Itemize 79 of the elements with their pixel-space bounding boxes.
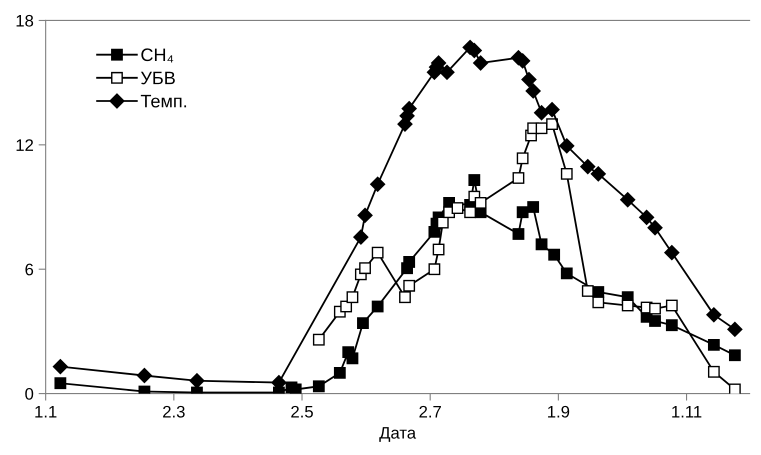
point <box>526 83 541 99</box>
point <box>548 248 560 261</box>
point <box>666 319 678 332</box>
point <box>727 322 742 337</box>
point <box>399 291 411 304</box>
point <box>464 206 476 218</box>
y-tick-label: 0 <box>25 388 34 400</box>
point <box>474 196 487 209</box>
point <box>473 55 488 71</box>
point <box>359 262 371 274</box>
point <box>728 349 741 362</box>
point <box>512 172 524 184</box>
x-tick-label: 1.11 <box>672 406 702 418</box>
point <box>592 296 604 308</box>
point <box>340 300 352 312</box>
point <box>560 168 573 180</box>
x-tick-label: 1.1 <box>35 406 56 418</box>
point <box>560 267 573 280</box>
point <box>512 228 524 240</box>
point <box>706 307 722 322</box>
x-tick-label: 2.7 <box>419 406 441 418</box>
point <box>353 230 368 245</box>
point <box>639 210 654 225</box>
legend-label: CH₄ <box>141 48 174 63</box>
x-tick-label: 2.5 <box>291 406 313 418</box>
point <box>666 300 678 312</box>
point <box>728 384 741 394</box>
point <box>346 352 358 364</box>
point <box>357 208 373 223</box>
point <box>559 138 574 154</box>
point <box>582 285 594 297</box>
point <box>516 206 529 218</box>
y-tick-label: 18 <box>16 14 34 27</box>
point <box>649 315 661 327</box>
point <box>468 174 480 186</box>
x-axis-title: Дата <box>379 427 416 442</box>
point <box>372 300 384 312</box>
point <box>620 192 636 208</box>
point <box>546 118 558 130</box>
y-tick-label: 12 <box>16 139 34 151</box>
point <box>527 201 540 213</box>
point <box>312 334 325 346</box>
point <box>580 159 596 174</box>
point <box>649 302 661 314</box>
point <box>521 72 537 88</box>
point <box>136 368 152 384</box>
point <box>312 380 325 392</box>
point <box>536 122 548 134</box>
y-tick-label: 6 <box>25 264 34 276</box>
point <box>403 280 416 292</box>
x-tick-label: 1.9 <box>548 406 570 418</box>
point <box>54 377 66 390</box>
point <box>664 245 680 260</box>
point <box>436 216 449 228</box>
point <box>647 220 663 236</box>
point <box>52 359 68 374</box>
point <box>334 366 346 379</box>
point <box>357 317 369 330</box>
point <box>346 291 358 304</box>
point <box>290 384 302 394</box>
point <box>708 366 720 378</box>
point <box>534 105 550 120</box>
point <box>439 64 455 80</box>
point <box>452 202 464 214</box>
point <box>432 244 444 256</box>
legend-label: Темп. <box>140 94 186 108</box>
point <box>428 263 440 276</box>
point <box>536 238 548 250</box>
point <box>516 152 529 164</box>
x-tick-label: 2.3 <box>163 406 185 418</box>
point <box>708 338 720 351</box>
point <box>372 246 384 259</box>
point <box>370 176 386 192</box>
legend-label: УБВ <box>140 72 175 84</box>
point <box>622 300 634 312</box>
point <box>403 256 416 268</box>
point <box>590 166 606 182</box>
point <box>544 102 560 118</box>
point <box>189 373 205 388</box>
